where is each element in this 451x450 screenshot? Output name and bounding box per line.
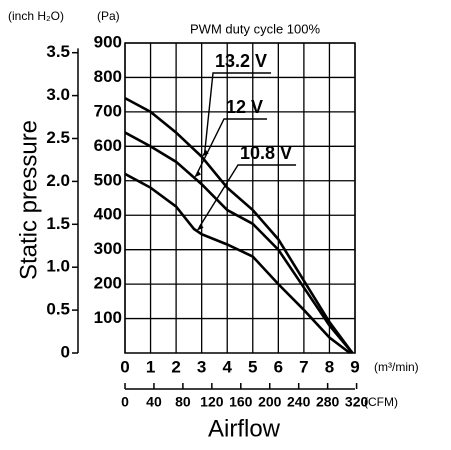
x-unit: (m³/min) [374,360,419,374]
x2-tick-label: 200 [258,394,282,410]
x-tick-label: 0 [120,357,129,376]
x-tick-label: 6 [274,357,283,376]
series-line [124,131,354,354]
y-tick-label: 500 [94,170,122,189]
y2-tick-label: 3.0 [46,85,70,104]
y-tick-label: 900 [94,32,122,51]
y2-tick-label: 2.0 [46,171,70,190]
x2-unit: (CFM) [364,395,398,409]
y-tick-label: 800 [94,67,122,86]
y2-tick-label: 1.5 [46,214,70,233]
series-line [124,172,351,355]
y2-tick-label: 0.5 [46,300,70,319]
chart-title: PWM duty cycle 100% [190,21,320,36]
y2-tick-label: 3.5 [46,42,70,61]
y-axis-title: Static pressure [15,120,42,280]
series-label: 12 V [226,97,263,117]
y-tick-label: 200 [94,274,122,293]
x2-tick-label: 40 [146,394,162,410]
series-label: 13.2 V [215,51,267,71]
series-label: 10.8 V [240,143,292,163]
x-tick-label: 2 [171,357,180,376]
x2-tick-label: 160 [229,394,253,410]
x2-tick-label: 120 [200,394,224,410]
leader-arrow [201,149,209,157]
x2-tick-label: 0 [121,394,129,410]
leader-line [196,118,268,174]
x2-tick-label: 80 [175,394,191,410]
series-line [124,96,354,354]
y2-tick-label: 2.5 [46,128,70,147]
y-tick-label: 700 [94,101,122,120]
x2-tick-label: 240 [287,394,311,410]
y-tick-label: 600 [94,136,122,155]
y-tick-label: 100 [94,308,122,327]
y2-tick-label: 1.0 [46,257,70,276]
x2-tick-label: 280 [316,394,340,410]
x-tick-label: 1 [146,357,155,376]
leader-arrow [194,170,201,178]
x-tick-label: 7 [299,357,308,376]
y-unit: (Pa) [97,9,120,23]
y2-unit: (inch H₂O) [8,9,64,23]
y2-tick-label: 0 [61,342,70,361]
x-tick-label: 4 [222,357,232,376]
leader-line [198,164,297,228]
x-tick-label: 8 [325,357,334,376]
x-tick-label: 3 [197,357,206,376]
x-tick-label: 5 [248,357,257,376]
x-tick-label: 9 [350,357,359,376]
y-tick-label: 400 [94,205,122,224]
leader-line [203,72,272,153]
x2-tick-label: 320 [345,394,369,410]
leader-arrow [196,223,204,231]
x-axis-title: Airflow [208,415,281,442]
y-tick-label: 300 [94,239,122,258]
